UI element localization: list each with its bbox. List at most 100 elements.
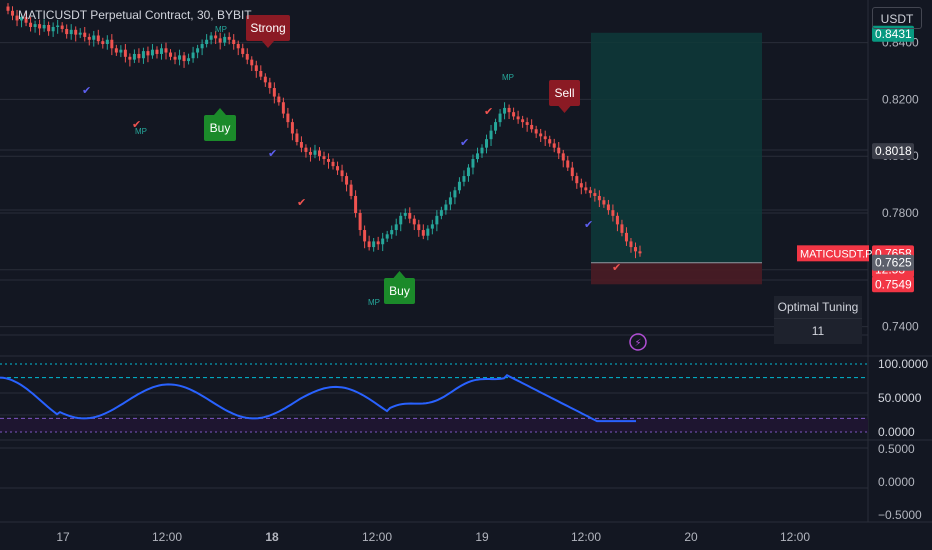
candle-body bbox=[489, 130, 493, 140]
mp-label: MP bbox=[215, 25, 227, 34]
candle-body bbox=[530, 124, 534, 130]
candle-body bbox=[426, 228, 430, 236]
candle-body bbox=[331, 161, 335, 167]
candle-body bbox=[92, 35, 96, 40]
symbol-tag bbox=[797, 245, 869, 262]
candle-body bbox=[462, 176, 466, 182]
candle-body bbox=[209, 35, 213, 40]
sell-signal-pointer bbox=[558, 106, 571, 113]
candle-body bbox=[624, 232, 628, 242]
candle-body bbox=[570, 167, 574, 177]
take-profit-zone bbox=[591, 32, 762, 263]
candle-body bbox=[376, 241, 380, 245]
candle-body bbox=[277, 96, 281, 103]
candle-body bbox=[390, 230, 394, 235]
oscillator-tick: 0.0000 bbox=[878, 425, 915, 439]
candle-body bbox=[457, 181, 461, 191]
price-badge bbox=[872, 25, 914, 42]
price-tick: 0.8200 bbox=[882, 92, 919, 106]
candle-body bbox=[263, 76, 267, 83]
check-marker: ✔ bbox=[612, 261, 621, 274]
time-tick: 20 bbox=[684, 530, 698, 544]
mp-label: MP bbox=[135, 127, 147, 136]
oscillator-line bbox=[0, 373, 636, 423]
candle-body bbox=[83, 32, 87, 37]
candle-body bbox=[543, 136, 547, 140]
candle-body bbox=[42, 24, 46, 29]
time-tick: 12:00 bbox=[152, 530, 182, 544]
lower-tick: 0.5000 bbox=[878, 442, 915, 456]
candle-body bbox=[290, 122, 294, 134]
candle-body bbox=[123, 49, 127, 57]
time-tick: 12:00 bbox=[571, 530, 601, 544]
candle-body bbox=[471, 159, 475, 168]
candle-body bbox=[516, 116, 520, 120]
candle-body bbox=[494, 122, 498, 131]
candle-body bbox=[304, 147, 308, 152]
time-tick: 12:00 bbox=[362, 530, 392, 544]
candle-body bbox=[548, 139, 552, 144]
candle-body bbox=[223, 36, 227, 43]
candle-body bbox=[367, 241, 371, 248]
strong-signal-text: Strong bbox=[250, 21, 285, 35]
chart-title: MATICUSDT Perpetual Contract, 30, BYBIT bbox=[18, 8, 252, 22]
price-badge bbox=[872, 276, 914, 293]
candle-body bbox=[299, 142, 303, 148]
candle-body bbox=[611, 210, 615, 216]
candle-body bbox=[602, 200, 606, 205]
candle-body bbox=[11, 10, 15, 16]
candle-body bbox=[566, 160, 570, 168]
candle-body bbox=[552, 143, 556, 148]
candle-body bbox=[620, 224, 624, 233]
candle-body bbox=[155, 49, 159, 54]
candle-body bbox=[579, 183, 583, 188]
candle-body bbox=[322, 156, 326, 160]
candle-body bbox=[286, 113, 290, 123]
oversold-band bbox=[0, 418, 868, 432]
price-badge-text: 0.8431 bbox=[875, 27, 912, 41]
candle-body bbox=[159, 48, 163, 54]
candle-body bbox=[466, 167, 470, 177]
time-tick: 17 bbox=[56, 530, 70, 544]
candle-body bbox=[629, 241, 633, 248]
candle-body bbox=[557, 147, 561, 154]
candle-body bbox=[182, 55, 186, 62]
check-marker: ✔ bbox=[460, 136, 469, 149]
candle-body bbox=[110, 39, 114, 49]
buy-signal-text: Buy bbox=[389, 284, 410, 298]
candle-body bbox=[15, 15, 19, 21]
candle-body bbox=[399, 215, 403, 225]
candle-body bbox=[65, 28, 69, 35]
strong-signal-pointer bbox=[262, 41, 274, 48]
candle-body bbox=[78, 32, 82, 35]
optimal-tuning-value: 11 bbox=[811, 324, 825, 338]
candle-body bbox=[372, 241, 376, 248]
mp-label: MP bbox=[368, 298, 380, 307]
price-badge bbox=[872, 254, 914, 271]
candle-body bbox=[615, 215, 619, 225]
candle-body bbox=[475, 153, 479, 160]
price-badge-text: 0.8018 bbox=[875, 144, 912, 158]
candle-body bbox=[521, 119, 525, 123]
candle-body bbox=[385, 234, 389, 239]
price-tick: 0.7800 bbox=[882, 206, 919, 220]
candle-body bbox=[444, 204, 448, 211]
candle-body bbox=[512, 112, 516, 117]
candle-body bbox=[141, 51, 145, 59]
candle-body bbox=[317, 150, 321, 157]
time-tick: 18 bbox=[265, 530, 279, 544]
candle-body bbox=[200, 44, 204, 49]
candle-body bbox=[236, 44, 240, 49]
lower-tick: −0.5000 bbox=[878, 508, 922, 522]
sell-signal bbox=[549, 80, 580, 106]
candle-body bbox=[345, 176, 349, 185]
time-tick: 12:00 bbox=[780, 530, 810, 544]
candle-body bbox=[417, 224, 421, 231]
optimal-tuning-label: Optimal Tuning bbox=[777, 300, 859, 314]
candle-body bbox=[191, 52, 195, 59]
candle-body bbox=[606, 204, 610, 211]
currency-button[interactable]: USDT bbox=[872, 7, 922, 29]
candle-body bbox=[358, 213, 362, 231]
